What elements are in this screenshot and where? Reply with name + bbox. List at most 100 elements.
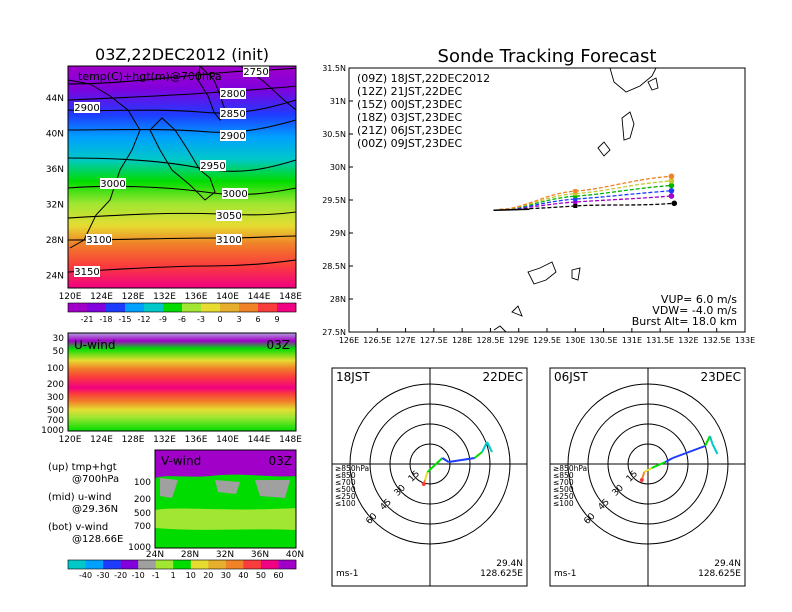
wind-colorbar-swatch	[120, 560, 139, 569]
v-wind-time: 03Z	[269, 454, 293, 468]
map-lon-tick: 136E	[185, 292, 208, 302]
contour-label-bg	[222, 188, 248, 199]
track-x-tick: 127.5E	[420, 336, 448, 345]
u-wind-p-tick: 700	[47, 416, 64, 426]
hodograph-level-legend: ≤250	[335, 492, 356, 501]
map-lon-tick: 128E	[122, 292, 145, 302]
v-wind-x-tick: 40N	[286, 550, 304, 560]
track-info-text: VDW= -4.0 m/s	[652, 304, 737, 317]
track-title: Sonde Tracking Forecast	[438, 46, 657, 67]
wind-colorbar-swatch	[103, 560, 121, 569]
temp-colorbar-label: 6	[255, 315, 260, 324]
v-wind-p-tick: 700	[134, 522, 151, 532]
track-y-tick: 28.5N	[322, 262, 346, 271]
track-series-endpoint	[668, 193, 675, 199]
map-lon-tick: 144E	[248, 292, 271, 302]
u-wind-p-tick: 500	[47, 406, 64, 416]
hodograph-level-legend: ≥850hPa	[553, 464, 587, 473]
track-info-text: Burst Alt= 18.0 km	[632, 315, 737, 328]
hodograph-level-legend: ≤850	[335, 471, 356, 480]
map-lat-tick: 28N	[46, 236, 64, 246]
hodograph-level-legend: ≥850hPa	[335, 464, 369, 473]
hodograph-trace-segment	[426, 457, 444, 473]
coastline	[67, 64, 297, 249]
u-wind-p-tick: 1000	[41, 426, 64, 436]
wind-colorbar: -40 -30 -20 -10 -1 1 10 20 30 40 50 60	[67, 559, 297, 580]
track-y-tick: 28N	[330, 295, 346, 304]
wind-colorbar-label: 1	[171, 571, 176, 580]
map-lon-tick: 132E	[153, 292, 176, 302]
u-wind-p-tick: 30	[53, 334, 65, 344]
temp-colorbar-swatch	[239, 303, 259, 312]
hodograph-level-legend: ≤500	[335, 485, 356, 494]
island-south	[493, 261, 581, 333]
track-series-endpoint	[668, 178, 675, 184]
wind-colorbar-swatch	[155, 560, 174, 569]
hodograph-trace-segment	[672, 445, 706, 459]
temp-colorbar-swatch	[106, 303, 126, 312]
contour-label-bg	[86, 234, 112, 245]
hodograph-trace-segment	[481, 441, 488, 453]
wind-colorbar-label: 40	[238, 571, 248, 580]
track-legend-entry: (21Z) 06JST,23DEC	[357, 124, 462, 137]
v-wind-title: V-wind	[161, 454, 201, 468]
contour-label: 2750	[243, 67, 268, 78]
wind-colorbar-swatch	[243, 560, 262, 569]
hodograph-lat: 29.4N	[496, 559, 523, 569]
wind-colorbar-label: 30	[221, 571, 231, 580]
map-lon-tick: 124E	[90, 292, 113, 302]
track-series-endpoint	[671, 200, 678, 207]
track-series-endpoint	[668, 187, 675, 194]
v-wind-p-tick: 1000	[128, 543, 151, 553]
temp-colorbar-label: -12	[137, 315, 150, 324]
left-title: 03Z,22DEC2012 (init)	[95, 45, 269, 64]
hodograph-lat: 29.4N	[714, 559, 741, 569]
u-wind-time: 03Z	[267, 338, 291, 352]
hodograph-trace-segment	[664, 457, 674, 463]
hodograph-time: 06JST	[554, 370, 588, 384]
wind-colorbar-swatch	[173, 560, 192, 569]
temp-colorbar-label: -15	[118, 315, 131, 324]
u-wind-x-tick: 136E	[185, 435, 208, 445]
v-wind-x-tick: 32N	[216, 550, 234, 560]
map-lat-tick: 24N	[46, 272, 64, 282]
u-wind-p-tick: 100	[47, 364, 64, 374]
hodograph-start-point	[421, 482, 426, 486]
wind-colorbar-swatch	[68, 560, 86, 569]
v-wind-x-tick: 36N	[251, 550, 269, 560]
hodograph-time: 18JST	[336, 370, 370, 384]
u-wind-field	[68, 333, 296, 431]
temperature-colorbar: -21 -18 -15 -12 -9 -6 -3 0 3 6 9	[67, 302, 297, 324]
temp-colorbar-swatch	[68, 303, 88, 312]
track-series-burst-marker	[573, 189, 578, 194]
contour-label-bg	[100, 178, 126, 189]
hodograph-level-legend: ≤250	[553, 492, 574, 501]
contour-label-bg	[216, 210, 242, 221]
hodograph-lon: 128.625E	[480, 569, 523, 579]
track-series-burst-marker	[573, 199, 578, 204]
contour-label: 2900	[220, 131, 245, 142]
track-x-tick: 128.5E	[476, 336, 504, 345]
track-y-tick: 30.5N	[322, 130, 346, 139]
hodograph-level-legend: ≤100	[553, 499, 574, 508]
map-lon-tick: 120E	[59, 292, 82, 302]
temp-colorbar-swatch	[220, 303, 240, 312]
panel-note: (up) tmp+hgt	[48, 462, 117, 473]
v-wind-field-lime	[155, 508, 296, 530]
panel-note: @29.36N	[72, 504, 118, 515]
u-wind-x-tick: 128E	[122, 435, 145, 445]
island-north	[609, 67, 657, 93]
hodograph-trace-segment	[441, 457, 450, 463]
hodograph-start-point	[639, 478, 644, 482]
map-lat-tick: 40N	[46, 130, 64, 140]
temp-colorbar-swatch	[258, 303, 278, 312]
track-y-tick: 29.5N	[322, 196, 346, 205]
track-x-tick: 131E	[622, 336, 642, 345]
temp-colorbar-label: -21	[80, 315, 93, 324]
wind-colorbar-label: 20	[203, 571, 213, 580]
panel-note: @128.66E	[72, 534, 123, 545]
contour-label: 2850	[220, 109, 245, 120]
track-series-burst-marker	[573, 203, 578, 208]
track-legend-entry: (12Z) 21JST,22DEC	[357, 85, 462, 98]
